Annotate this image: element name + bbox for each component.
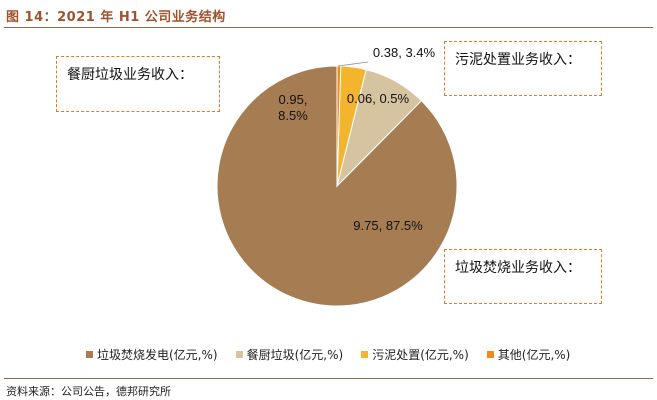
legend-item-1: 餐厨垃圾(亿元,%) xyxy=(235,346,344,363)
slice-label-3: 0.06, 0.5% xyxy=(347,91,410,106)
pie-chart: 9.75, 87.5% 0.95, 8.5% 0.38, 3.4% 0.06, 0.5% xyxy=(216,45,458,307)
slice-label-0: 9.75, 87.5% xyxy=(353,218,423,233)
legend-item-3: 其他(亿元,%) xyxy=(486,346,571,363)
legend-swatch-0 xyxy=(86,351,93,358)
slice-label-2: 0.38, 3.4% xyxy=(373,45,436,60)
legend-label-3: 其他(亿元,%) xyxy=(497,348,571,362)
callout-incineration-text: 垃圾焚烧业务收入： xyxy=(455,260,581,276)
callout-incineration: 垃圾焚烧业务收入： xyxy=(444,249,602,304)
legend-label-0: 垃圾焚烧发电(亿元,%) xyxy=(97,348,218,362)
title-divider xyxy=(4,27,653,28)
callout-sludge-text: 污泥处置业务收入： xyxy=(455,52,581,68)
legend-item-2: 污泥处置(亿元,%) xyxy=(361,346,469,363)
source-divider xyxy=(4,378,653,379)
source-note: 资料来源：公司公告，德邦研究所 xyxy=(6,385,171,398)
legend-label-2: 污泥处置(亿元,%) xyxy=(372,348,469,362)
legend-label-1: 餐厨垃圾(亿元,%) xyxy=(246,348,344,362)
callout-food-waste-text: 餐厨垃圾业务收入： xyxy=(67,67,193,83)
legend-swatch-3 xyxy=(486,351,494,358)
callout-food-waste: 餐厨垃圾业务收入： xyxy=(56,56,220,112)
callout-sludge: 污泥处置业务收入： xyxy=(444,41,602,96)
legend: 垃圾焚烧发电(亿元,%) 餐厨垃圾(亿元,%) 污泥处置(亿元,%) 其他(亿元,%) xyxy=(86,346,570,363)
chart-title: 图 14：2021 年 H1 公司业务结构 xyxy=(6,10,226,25)
slice-label-1: 0.95, 8.5% xyxy=(278,92,308,123)
leader-line xyxy=(337,61,369,67)
legend-swatch-1 xyxy=(235,351,243,358)
legend-swatch-2 xyxy=(361,351,369,358)
legend-item-0: 垃圾焚烧发电(亿元,%) xyxy=(86,346,218,363)
